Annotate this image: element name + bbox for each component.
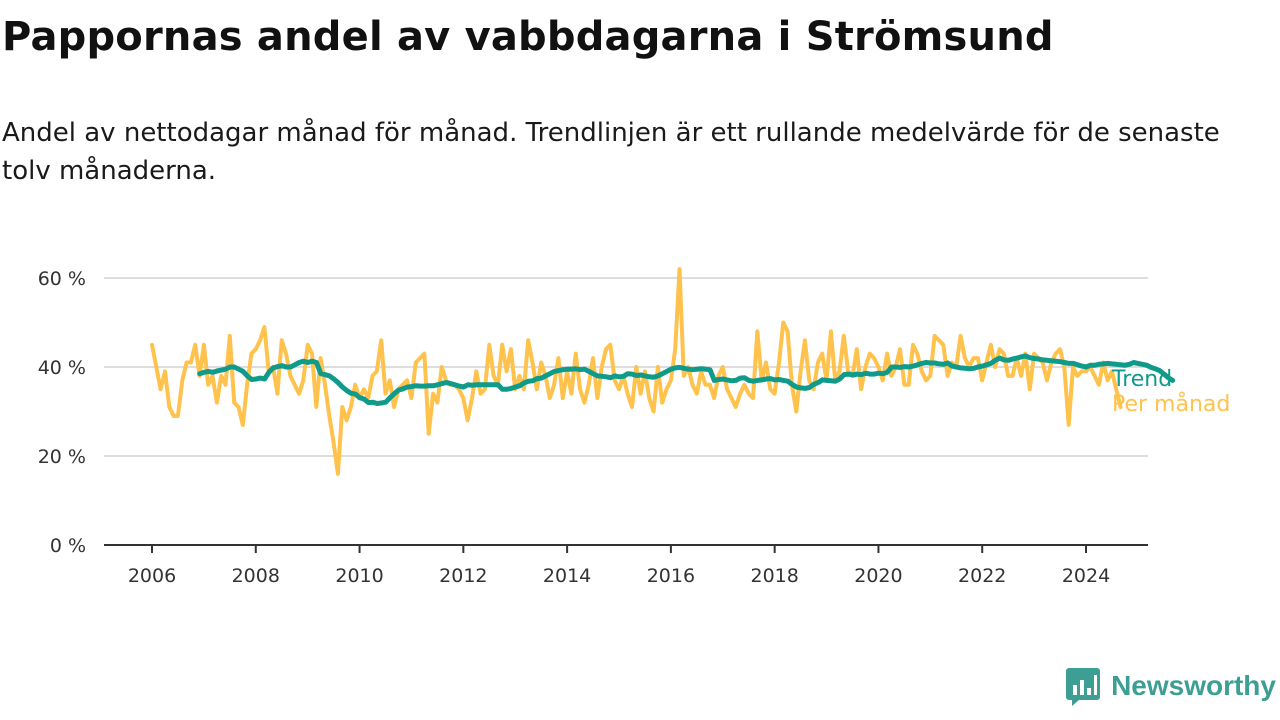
y-tick-label: 40 % <box>38 357 86 379</box>
y-tick-label: 20 % <box>38 446 86 468</box>
x-tick-label: 2008 <box>232 565 280 587</box>
y-tick-label: 60 % <box>38 268 86 290</box>
y-axis: 0 % 20 % 40 % 60 % <box>38 268 86 557</box>
x-axis: 2006 2008 2010 2012 2014 2016 2018 2020 2022 2024 <box>104 544 1148 587</box>
brand-logo: Newsworthy <box>1065 666 1276 706</box>
x-tick-label: 2014 <box>543 565 591 587</box>
chart-title: Pappornas andel av vabbdagarna i Strömsu… <box>2 14 1054 60</box>
series-line-trend <box>197 353 1176 406</box>
chart-subtitle: Andel av nettodagar månad för månad. Tre… <box>2 118 1220 186</box>
y-tick-label: 0 % <box>50 535 86 557</box>
per-manad-label: Per månad <box>1112 391 1230 417</box>
series-group <box>150 267 1176 476</box>
series-line-per-manad <box>150 267 1123 476</box>
x-tick-label: 2020 <box>854 565 902 587</box>
trend-label: Trend <box>1111 367 1172 392</box>
x-tick-label: 2022 <box>958 565 1006 587</box>
x-tick-label: 2018 <box>750 565 798 587</box>
x-tick-label: 2010 <box>335 565 383 587</box>
x-tick-label: 2006 <box>128 565 176 587</box>
x-tick-label: 2024 <box>1062 565 1110 587</box>
x-tick-label: 2016 <box>647 565 695 587</box>
newsworthy-logo-icon <box>1066 668 1101 706</box>
x-tick-label: 2012 <box>439 565 487 587</box>
brand-name: Newsworthy <box>1111 670 1276 701</box>
gridlines <box>104 277 1148 457</box>
